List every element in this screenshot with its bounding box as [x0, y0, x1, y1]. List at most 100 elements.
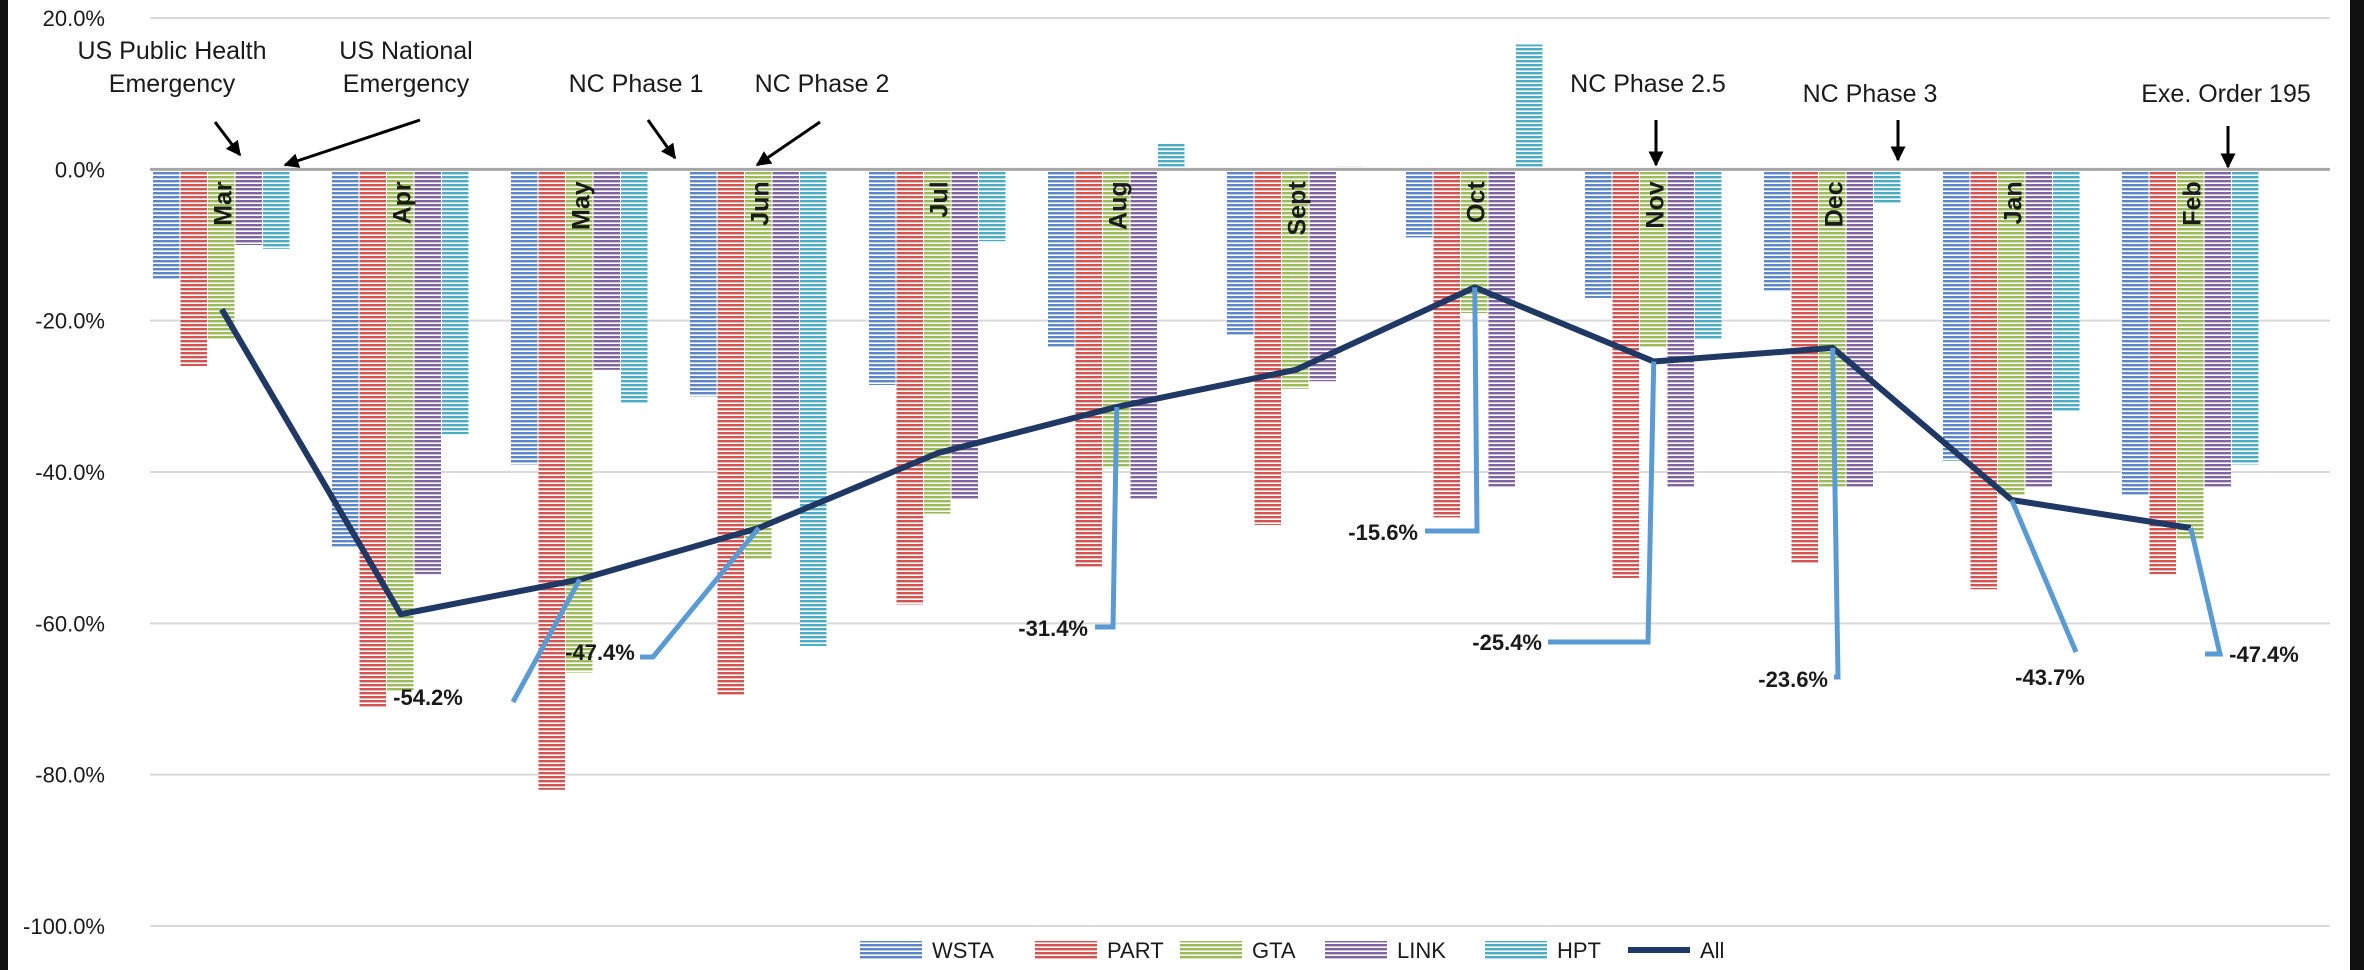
y-axis: 20.0% 0.0% -20.0% -40.0% -60.0% -80.0% -100.0%	[23, 6, 105, 939]
y-tick-label: -20.0%	[35, 309, 105, 334]
legend-label-gta: GTA	[1252, 938, 1296, 963]
bar-wsta-jan	[1943, 169, 1970, 461]
month-label-jul: Jul	[926, 181, 954, 217]
event-label-line: NC Phase 1	[569, 70, 704, 98]
bar-link-dec	[1846, 169, 1873, 488]
annotation-leader-feb	[2188, 527, 2224, 657]
legend-swatch-link	[1325, 941, 1387, 959]
bar-part-apr	[359, 169, 386, 707]
bar-wsta-sept	[1227, 169, 1254, 336]
bar-part-may	[538, 169, 565, 790]
bar-hpt-jun	[800, 169, 827, 647]
event-label-0: US Public Health Emergency	[78, 37, 267, 98]
month-label-jan: Jan	[2000, 181, 2028, 224]
bar-link-oct	[1488, 169, 1515, 488]
y-tick-label: -100.0%	[23, 914, 105, 939]
bar-wsta-jun	[690, 169, 717, 397]
event-label-1: US National Emergency	[339, 37, 472, 98]
bar-hpt-dec	[1874, 169, 1901, 204]
bar-gta-nov	[1640, 169, 1667, 348]
legend: WSTA PART GTA LINK HPT All	[860, 938, 1724, 963]
value-annotations: -54.2% -47.4% -31.4% -15.6% -25.4% -23.6% -43.…	[393, 287, 2299, 710]
legend-swatch-hpt	[1485, 941, 1547, 959]
y-tick-label: -60.0%	[35, 611, 105, 636]
bar-wsta-apr	[332, 169, 359, 548]
event-label-line: NC Phase 3	[1803, 80, 1938, 108]
bar-link-sept	[1309, 169, 1336, 382]
month-label-apr: Apr	[389, 181, 417, 224]
annotation-label-nov: -25.4%	[1472, 630, 1542, 655]
bar-part-oct	[1433, 169, 1460, 518]
event-label-line: Exe. Order 195	[2141, 80, 2311, 108]
bar-wsta-dec	[1764, 169, 1791, 291]
month-label-sept: Sept	[1284, 181, 1312, 236]
annotation-leader-jun	[640, 526, 761, 660]
month-label-feb: Feb	[2179, 181, 2207, 225]
bar-link-may	[593, 169, 620, 370]
event-label-line: Emergency	[343, 70, 470, 98]
bar-hpt-apr	[442, 169, 469, 435]
bar-wsta-may	[511, 169, 538, 465]
y-tick-label: -40.0%	[35, 460, 105, 485]
event-label-line: US Public Health	[78, 37, 267, 65]
annotation-leader-aug	[1095, 406, 1120, 630]
bar-gta-jun	[745, 169, 772, 560]
bar-gta-may	[566, 169, 593, 673]
bar-gta-jul	[924, 169, 951, 514]
event-label-4: NC Phase 2.5	[1570, 70, 1726, 98]
bar-gta-apr	[387, 169, 414, 692]
bar-part-mar	[180, 169, 207, 367]
bar-link-jan	[2025, 169, 2052, 488]
bar-part-feb	[2149, 169, 2176, 575]
bar-link-apr	[414, 169, 441, 575]
event-label-line: Emergency	[109, 70, 236, 98]
legend-swatch-wsta	[860, 941, 922, 959]
event-arrow-3	[755, 120, 821, 167]
bar-hpt-nov	[1695, 169, 1722, 340]
bar-hpt-aug	[1158, 142, 1185, 170]
legend-swatch-gta	[1180, 941, 1242, 959]
bar-link-mar	[235, 169, 262, 245]
event-label-5: NC Phase 3	[1803, 80, 1938, 108]
event-arrow-1	[283, 118, 421, 168]
annotation-leader-nov	[1548, 361, 1657, 645]
bar-wsta-oct	[1406, 169, 1433, 238]
bar-part-jun	[717, 169, 744, 696]
bar-link-aug	[1130, 169, 1157, 499]
annotation-leader-oct	[1425, 287, 1480, 534]
month-label-aug: Aug	[1105, 181, 1133, 230]
bar-hpt-oct	[1516, 44, 1543, 170]
annotation-leader-may	[510, 578, 582, 704]
legend-label-link: LINK	[1397, 938, 1446, 963]
month-label-dec: Dec	[1821, 181, 1849, 227]
annotation-label-dec: -23.6%	[1758, 667, 1828, 692]
event-label-line: NC Phase 2	[755, 70, 890, 98]
bar-hpt-jul	[979, 169, 1006, 242]
event-label-line: US National	[339, 37, 472, 65]
left-edge-bar	[0, 0, 8, 970]
event-annotations: US Public Health Emergency US National Emer…	[78, 37, 2311, 169]
bar-hpt-sept	[1337, 166, 1364, 170]
y-tick-label: 0.0%	[55, 157, 105, 182]
month-label-jun: Jun	[747, 181, 775, 225]
annotation-label-may: -54.2%	[393, 685, 463, 710]
legend-label-part: PART	[1107, 938, 1164, 963]
event-label-line: NC Phase 2.5	[1570, 70, 1726, 98]
month-label-mar: Mar	[210, 181, 238, 226]
event-arrow-0	[213, 121, 242, 157]
y-tick-label: -80.0%	[35, 763, 105, 788]
bar-gta-feb	[2177, 169, 2204, 541]
bar-hpt-mar	[263, 169, 290, 249]
month-label-may: May	[568, 181, 596, 230]
legend-label-all: All	[1700, 938, 1724, 963]
event-label-6: Exe. Order 195	[2141, 80, 2311, 108]
bar-wsta-nov	[1585, 169, 1612, 298]
annotation-label-jun: -47.4%	[565, 640, 635, 665]
bar-wsta-aug	[1048, 169, 1075, 348]
annotation-label-feb: -47.4%	[2229, 642, 2299, 667]
event-label-2: NC Phase 1	[569, 70, 704, 98]
all-series-line	[219, 284, 2192, 618]
right-edge-bar	[2350, 0, 2364, 970]
event-label-3: NC Phase 2	[755, 70, 890, 98]
annotation-label-oct: -15.6%	[1348, 520, 1418, 545]
